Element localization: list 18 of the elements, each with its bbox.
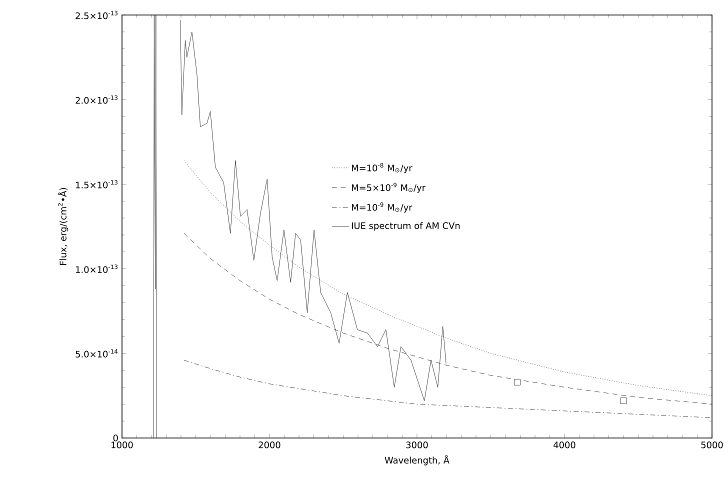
legend-label: M=10$^{-8}$ M$_{⊙}$/yr (352, 163, 412, 174)
x-tick-label: 5000 (701, 442, 723, 448)
y-tick-label: 0 (113, 434, 118, 442)
y-tick-label: 2.0×10$^{-13}$ (76, 95, 118, 104)
legend-label: M=10$^{-9}$ M$_{⊙}$/yr (352, 202, 412, 213)
x-tick-label: 3000 (406, 442, 428, 448)
x-tick-label: 2000 (258, 442, 280, 448)
legend-label: M=5×10$^{-9}$ M$_{⊙}$/yr (352, 182, 426, 193)
line-series (184, 360, 712, 418)
legend-label: IUE spectrum of AM CVn (352, 222, 460, 231)
y-tick-label: 2.5×10$^{-13}$ (76, 10, 118, 20)
x-tick-label: 4000 (554, 442, 576, 448)
y-tick-label: 1.5×10$^{-13}$ (76, 180, 118, 188)
y-tick-label: 1.0×10$^{-13}$ (76, 264, 118, 273)
x-axis-title: Wavelength, Å (384, 455, 450, 466)
x-tick-label: 1000 (112, 442, 133, 448)
y-tick-label: 5.0×10$^{-14}$ (76, 349, 118, 358)
y-axis-title: Flux, erg/(cm$^{2}$•Å) (58, 188, 68, 265)
